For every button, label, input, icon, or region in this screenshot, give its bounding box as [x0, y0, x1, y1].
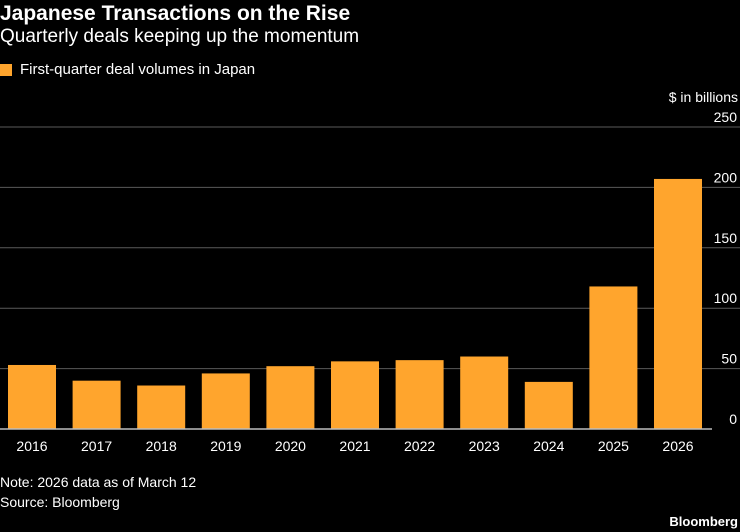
x-tick-label: 2021	[339, 438, 370, 454]
bar	[8, 364, 56, 429]
bar	[137, 385, 186, 429]
x-tick-label: 2017	[81, 438, 112, 454]
x-tick-label: 2025	[598, 438, 629, 454]
bloomberg-logo: Bloomberg	[669, 514, 738, 529]
source-note: Source: Bloomberg	[0, 494, 120, 510]
y-tick-label: 100	[714, 290, 738, 306]
x-tick-label: 2018	[146, 438, 177, 454]
bar	[201, 373, 250, 429]
y-tick-label: 250	[714, 109, 738, 125]
x-tick-label: 2016	[16, 438, 47, 454]
bar	[395, 360, 444, 429]
chart-subtitle: Quarterly deals keeping up the momentum	[0, 26, 360, 47]
legend: First-quarter deal volumes in Japan	[0, 61, 255, 78]
bar	[266, 366, 315, 429]
y-tick-label: 200	[714, 169, 738, 185]
bar	[589, 286, 638, 429]
y-axis-unit-label: $ in billions	[668, 89, 738, 105]
x-tick-label: 2024	[533, 438, 564, 454]
legend-label: First-quarter deal volumes in Japan	[20, 61, 256, 78]
bar	[654, 178, 702, 429]
bar	[331, 361, 379, 429]
legend-swatch	[0, 63, 12, 76]
x-tick-label: 2023	[469, 438, 500, 454]
x-tick-label: 2020	[275, 438, 306, 454]
footnote: Note: 2026 data as of March 12	[0, 474, 197, 490]
bar	[72, 380, 121, 429]
y-tick-label: 0	[729, 411, 737, 427]
bar	[524, 381, 573, 429]
x-tick-label: 2022	[404, 438, 435, 454]
x-tick-label: 2026	[662, 438, 693, 454]
y-tick-label: 150	[714, 230, 738, 246]
chart-title: Japanese Transactions on the Rise	[0, 2, 351, 25]
bar	[460, 356, 509, 429]
x-tick-label: 2019	[210, 438, 241, 454]
y-tick-label: 50	[721, 351, 737, 367]
